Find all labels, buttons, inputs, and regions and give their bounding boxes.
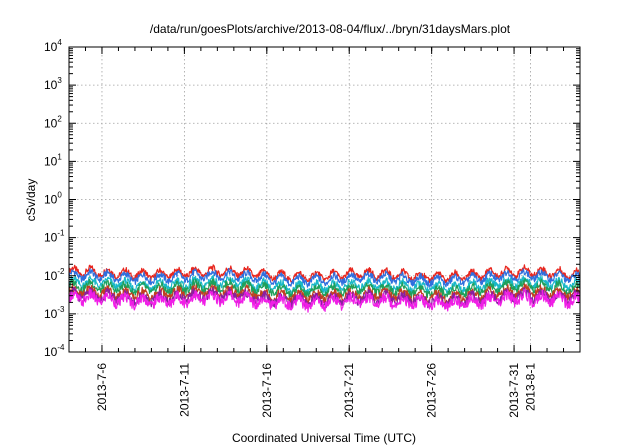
y-tick-exponent: -1 [57,229,65,238]
y-tick-label: 104 [44,38,62,54]
series-line [68,278,581,299]
y-tick-base: 10 [44,269,58,283]
y-tick-base: 10 [44,40,58,54]
y-tick-label: 100 [44,191,62,207]
y-tick-label: 103 [44,76,62,92]
y-tick-label: 10-1 [44,229,65,245]
y-tick-base: 10 [44,116,58,130]
y-tick-base: 10 [44,78,58,92]
grid [69,47,580,352]
y-tick-label: 102 [44,114,62,130]
x-tick-label: 2013-7-26 [425,363,439,418]
y-tick-base: 10 [44,154,58,168]
x-ticks: 2013-7-6 2013-7-11 2013-7-16 2013-7-21 2013-… [68,47,581,418]
series-line [68,267,581,288]
x-tick-label: 2013-7-11 [177,363,191,417]
x-tick-label: 2013-7-6 [95,363,109,411]
y-tick-exponent: -4 [57,343,65,352]
x-tick-label: 2013-7-31 [507,363,521,418]
x-tick-label: 2013-8-1 [524,363,538,411]
y-axis-label: cSv/day [24,179,38,222]
y-tick-label: 101 [44,152,62,168]
x-axis-label: Coordinated Universal Time (UTC) [232,431,416,445]
chart-title: /data/run/goesPlots/archive/2013-08-04/f… [150,22,511,36]
y-tick-base: 10 [44,307,58,321]
y-tick-exponent: -3 [57,305,65,314]
y-tick-exponent: 3 [57,76,62,85]
y-tick-label: 10-3 [44,305,65,321]
y-tick-exponent: -2 [57,267,65,276]
series-group [68,264,581,313]
y-tick-label: 10-2 [44,267,65,283]
y-tick-exponent: 2 [57,114,62,123]
y-tick-base: 10 [44,345,58,359]
y-tick-exponent: 0 [57,191,62,200]
series-line [68,288,581,313]
y-tick-exponent: 1 [57,152,62,161]
y-tick-base: 10 [44,231,58,245]
y-tick-label: 10-4 [44,343,65,359]
y-tick-exponent: 4 [57,38,62,47]
x-tick-label: 2013-7-21 [342,363,356,418]
y-tick-base: 10 [44,193,58,207]
x-tick-label: 2013-7-16 [260,363,274,418]
